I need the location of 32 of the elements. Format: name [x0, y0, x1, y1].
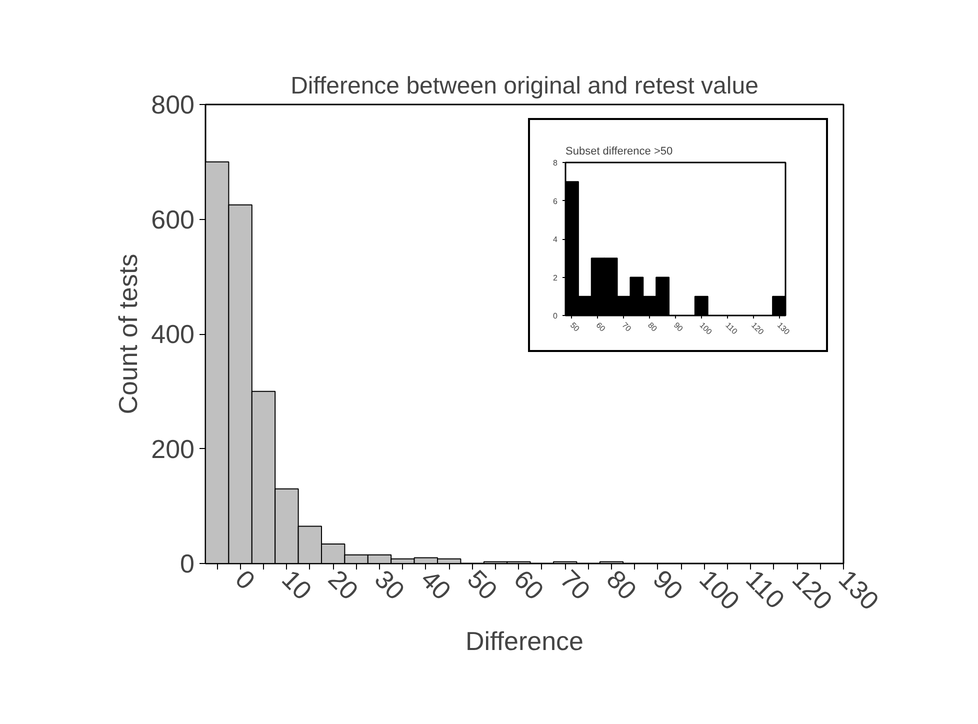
x-tick-label: 70 [554, 564, 596, 606]
x-tick-label: 70 [620, 320, 634, 334]
x-tick-label: 60 [594, 320, 608, 334]
y-tick-label: 8 [553, 158, 558, 168]
x-tick-label: 50 [568, 320, 582, 334]
x-tick-label: 130 [775, 320, 792, 337]
x-tick-label: 80 [646, 320, 660, 334]
x-tick-label: 30 [368, 564, 411, 606]
y-tick-label: 2 [553, 273, 558, 282]
x-tick-label: 50 [462, 564, 504, 606]
x-tick-label: 20 [322, 564, 364, 606]
x-tick-label: 110 [724, 320, 740, 336]
y-tick-label: 0 [553, 312, 558, 320]
y-tick-label: 6 [553, 196, 558, 206]
x-tick-label: 10 [276, 564, 318, 606]
y-tick-label: 200 [151, 434, 195, 464]
y-tick-label: 400 [151, 319, 195, 349]
x-tick-label: 120 [750, 320, 766, 337]
y-axis-title: Count of tests [113, 254, 144, 414]
x-tick-label: 100 [698, 320, 714, 337]
y-tick-label: 800 [151, 90, 195, 120]
x-tick-label: 60 [508, 564, 550, 606]
chart-title: Subset difference >50 [566, 146, 673, 158]
y-tick-label: 4 [553, 235, 558, 244]
x-tick-label: 90 [647, 564, 689, 606]
y-tick-label: 600 [151, 204, 195, 234]
x-tick-label: 90 [672, 320, 686, 334]
chart-title: Difference between original and retest value [290, 72, 758, 100]
x-tick-label: 40 [415, 564, 457, 606]
x-tick-label: 80 [600, 564, 643, 606]
x-axis-title: Difference [465, 626, 584, 656]
x-tick-label: 0 [230, 564, 262, 596]
